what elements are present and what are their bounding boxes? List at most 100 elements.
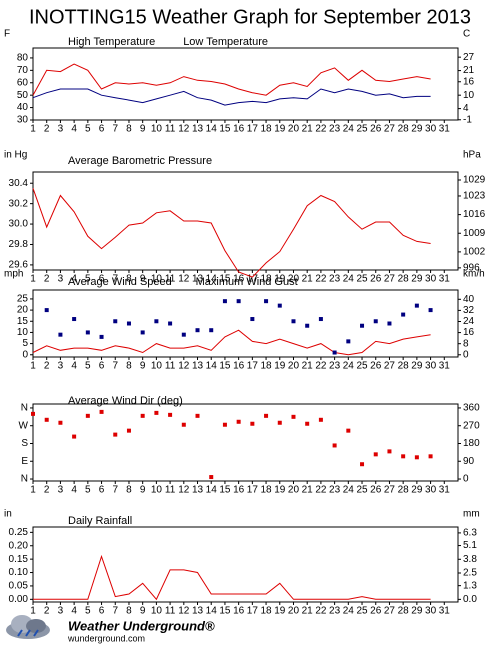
x-tick-label: 8 (126, 485, 132, 496)
x-tick-label: 6 (99, 606, 105, 617)
x-tick-label: 22 (315, 274, 327, 285)
point (209, 475, 214, 480)
x-tick-label: 13 (192, 361, 204, 372)
point (140, 330, 145, 335)
x-tick-label: 2 (44, 485, 50, 496)
x-tick-label: 1 (30, 485, 36, 496)
point (414, 455, 419, 460)
point (222, 422, 227, 427)
x-tick-label: 21 (302, 124, 314, 135)
x-tick-label: 3 (58, 606, 64, 617)
x-tick-label: 5 (85, 485, 91, 496)
x-tick-label: 7 (112, 606, 118, 617)
y2-tick-label: 270 (463, 420, 480, 431)
x-tick-label: 20 (288, 485, 300, 496)
legend-entry: Low Temperature (183, 36, 268, 48)
y2-tick-label: 10 (463, 90, 475, 101)
legend-entry: High Temperature (68, 36, 155, 48)
x-tick-label: 5 (85, 124, 91, 135)
point (195, 328, 200, 333)
point (236, 299, 241, 304)
x-tick-label: 11 (165, 485, 176, 496)
x-tick-label: 16 (233, 274, 245, 285)
x-tick-label: 12 (178, 124, 190, 135)
x-tick-label: 21 (302, 274, 314, 285)
x-tick-label: 11 (165, 361, 176, 372)
x-tick-label: 27 (384, 361, 396, 372)
point (264, 299, 269, 304)
x-tick-label: 29 (411, 361, 423, 372)
y2-tick-label: 0 (463, 349, 469, 360)
x-tick-label: 5 (85, 274, 91, 285)
x-tick-label: 23 (329, 606, 341, 617)
y2-unit: hPa (463, 150, 481, 161)
y2-tick-label: 1.3 (463, 580, 477, 591)
point (428, 308, 433, 313)
x-tick-label: 29 (411, 485, 423, 496)
point (236, 419, 241, 424)
x-tick-label: 3 (58, 485, 64, 496)
x-tick-label: 12 (178, 361, 190, 372)
x-tick-label: 16 (233, 361, 245, 372)
x-tick-label: 15 (219, 361, 231, 372)
point (113, 432, 118, 437)
y-tick-label: 0 (22, 349, 28, 360)
x-tick-label: 1 (30, 274, 36, 285)
series-line (32, 63, 431, 96)
x-tick-label: 19 (274, 485, 286, 496)
x-tick-label: 4 (71, 274, 77, 285)
series-line (33, 554, 431, 601)
x-tick-label: 27 (384, 124, 396, 135)
point (264, 413, 269, 418)
x-tick-label: 19 (274, 361, 286, 372)
point (360, 323, 365, 328)
x-tick-label: 11 (165, 124, 176, 135)
x-tick-label: 17 (247, 124, 259, 135)
point (277, 420, 282, 425)
legend-entry: Daily Rainfall (68, 515, 132, 527)
site: wunderground.com (67, 633, 145, 643)
x-tick-label: 1 (30, 606, 36, 617)
x-tick-label: 8 (126, 124, 132, 135)
x-tick-label: 28 (398, 361, 410, 372)
x-tick-label: 26 (370, 274, 382, 285)
y2-unit: mm (463, 509, 480, 520)
x-tick-label: 28 (398, 485, 410, 496)
y-tick-label: 15 (17, 316, 29, 327)
x-tick-label: 29 (411, 124, 423, 135)
y2-tick-label: 0 (463, 474, 469, 485)
point (181, 332, 186, 337)
x-tick-label: 19 (274, 124, 286, 135)
x-tick-label: 6 (99, 274, 105, 285)
x-tick-label: 7 (112, 124, 118, 135)
y2-tick-label: 3.8 (463, 554, 477, 565)
x-tick-label: 15 (219, 274, 231, 285)
y-unit: mph (4, 269, 23, 280)
x-tick-label: 30 (425, 361, 437, 372)
y-tick-label: 60 (17, 77, 29, 88)
x-tick-label: 17 (247, 485, 259, 496)
y2-tick-label: 5.1 (463, 540, 477, 551)
y-tick-label: 30.0 (9, 219, 29, 230)
x-tick-label: 2 (44, 606, 50, 617)
x-tick-label: 4 (71, 606, 77, 617)
x-tick-label: 12 (178, 606, 190, 617)
y-tick-label: 20 (17, 305, 29, 316)
x-tick-label: 14 (206, 606, 218, 617)
y-tick-label: 0.15 (9, 554, 29, 565)
x-tick-label: 18 (261, 485, 273, 496)
x-tick-label: 10 (151, 274, 163, 285)
x-tick-label: 8 (126, 361, 132, 372)
x-tick-label: 1 (30, 361, 36, 372)
x-tick-label: 6 (99, 485, 105, 496)
legend-entry: Maximum Wind Gust (196, 276, 298, 288)
x-tick-label: 18 (261, 274, 273, 285)
x-tick-label: 26 (370, 606, 382, 617)
x-tick-label: 22 (315, 124, 327, 135)
x-tick-label: 14 (206, 274, 218, 285)
point (332, 443, 337, 448)
y2-tick-label: 1002 (463, 247, 486, 258)
x-tick-label: 2 (44, 124, 50, 135)
x-tick-label: 19 (274, 606, 286, 617)
y-tick-label: 0.10 (9, 567, 29, 578)
